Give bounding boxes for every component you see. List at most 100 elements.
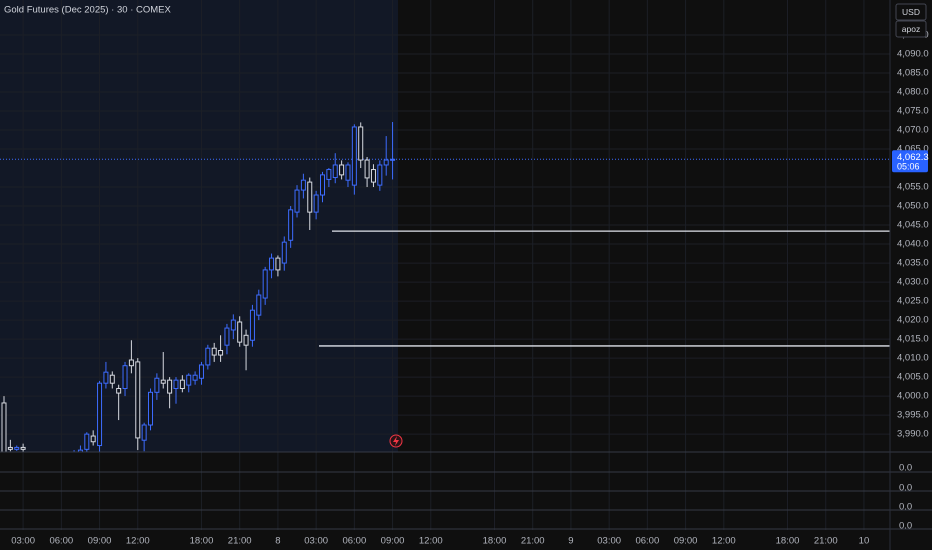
x-tick-label: 9: [568, 536, 573, 547]
candle-body: [218, 349, 224, 356]
y-tick-label: 4,065.0: [897, 144, 929, 155]
pane-value-label: 0.0: [899, 483, 912, 494]
levels: [319, 230, 890, 347]
currency-button[interactable]: [895, 3, 927, 21]
y-tick-label: 4,030.0: [897, 277, 929, 288]
candle-body: [300, 179, 306, 191]
y-tick-label: 4,025.0: [897, 296, 929, 307]
candle-body: [332, 164, 338, 179]
x-tick-label: 21:00: [521, 536, 545, 547]
price-axis: 3,990.0 3,995.0 4,000.0 4,005.0 4,010.0 4,015…: [892, 29, 929, 440]
pane-value-label: 0.0: [899, 521, 912, 532]
candle-body: [224, 327, 230, 346]
y-tick-label: 3,990.0: [897, 429, 929, 440]
candle-body: [256, 294, 262, 316]
x-tick-label: 03:00: [11, 536, 35, 547]
y-tick-label: 4,085.0: [897, 68, 929, 79]
current-price-tag: [892, 150, 928, 173]
y-tick-label: 4,045.0: [897, 220, 929, 231]
candle-body: [313, 194, 319, 213]
candle-body: [307, 181, 313, 213]
y-tick-label: 4,010.0: [897, 353, 929, 364]
candle-body: [269, 257, 275, 271]
x-tick-label: 03:00: [304, 536, 328, 547]
candles: [1, 122, 396, 452]
account-label[interactable]: apoz: [902, 24, 920, 34]
candle-body: [103, 371, 109, 384]
x-tick-label: 06:00: [49, 536, 73, 547]
candle-body: [249, 309, 255, 341]
candle-body: [90, 435, 96, 443]
x-tick-label: 10: [859, 536, 870, 547]
candle-body: [135, 361, 141, 439]
candle-body: [351, 126, 357, 186]
candle-body: [390, 158, 396, 161]
candle-body: [262, 269, 268, 299]
countdown-label: 05:06: [897, 162, 920, 172]
time-axis: 03:00 06:00 09:00 12:00 18:00 21:00 8 03:00 06:0…: [11, 536, 869, 547]
y-tick-label: 4,015.0: [897, 334, 929, 345]
x-tick-label: 03:00: [597, 536, 621, 547]
candle-body: [339, 164, 345, 176]
candle-body: [7, 446, 13, 450]
candle-body: [326, 169, 332, 180]
y-tick-label: 4,020.0: [897, 315, 929, 326]
candle-body: [179, 379, 185, 390]
x-tick-label: 21:00: [228, 536, 252, 547]
candle-body: [243, 334, 249, 346]
pane-value-label: 0.0: [899, 463, 912, 474]
candle-body: [192, 374, 198, 381]
candle-body: [345, 164, 351, 181]
candle-body: [237, 321, 243, 343]
candle-body: [383, 159, 389, 166]
x-tick-label: 09:00: [381, 536, 405, 547]
candle-body: [141, 424, 147, 441]
candle-body: [205, 347, 211, 366]
y-tick-label: 3,995.0: [897, 410, 929, 421]
candle-body: [370, 169, 376, 183]
current-price-label: 4,062.3: [897, 152, 929, 163]
y-tick-label: 4,075.0: [897, 106, 929, 117]
candle-body: [186, 374, 192, 386]
candle-body: [148, 391, 154, 426]
candle-body: [116, 388, 122, 394]
session-highlight: [0, 0, 398, 452]
candle-body: [211, 347, 217, 356]
candle-body: [154, 377, 160, 393]
x-tick-label: 09:00: [674, 536, 698, 547]
candle-body: [364, 159, 370, 179]
x-tick-label: 06:00: [342, 536, 366, 547]
y-tick-label: 4,000.0: [897, 391, 929, 402]
candle-body: [281, 241, 287, 264]
x-tick-label: 06:00: [635, 536, 659, 547]
account-button[interactable]: [895, 20, 927, 38]
candle-body: [294, 189, 300, 213]
event-bolt: [393, 436, 399, 446]
x-tick-label: 18:00: [776, 536, 800, 547]
candle-body: [358, 126, 364, 161]
y-tick-label: 4,040.0: [897, 239, 929, 250]
candle-body: [128, 359, 134, 367]
candle-body: [275, 257, 281, 271]
candle-body: [230, 319, 236, 331]
candle-body: [167, 379, 173, 394]
x-tick-label: 09:00: [88, 536, 112, 547]
currency-label[interactable]: USD: [902, 7, 920, 17]
candle-body: [320, 174, 325, 196]
x-tick-label: 12:00: [419, 536, 443, 547]
candle-body: [97, 382, 103, 447]
candle-body: [14, 446, 20, 450]
y-tick-label: 4,035.0: [897, 258, 929, 269]
candle-body: [20, 446, 26, 450]
y-tick-label: 4,090.0: [897, 48, 929, 59]
x-tick-label: 12:00: [126, 536, 150, 547]
candle-body: [160, 379, 166, 384]
pane-value-label: 0.0: [899, 502, 912, 513]
y-tick-label: 4,005.0: [897, 372, 929, 383]
x-tick-label: 18:00: [190, 536, 214, 547]
candle-body: [77, 449, 83, 452]
x-tick-label: 12:00: [712, 536, 736, 547]
candle-body: [198, 364, 204, 379]
x-tick-label: 8: [275, 536, 280, 547]
